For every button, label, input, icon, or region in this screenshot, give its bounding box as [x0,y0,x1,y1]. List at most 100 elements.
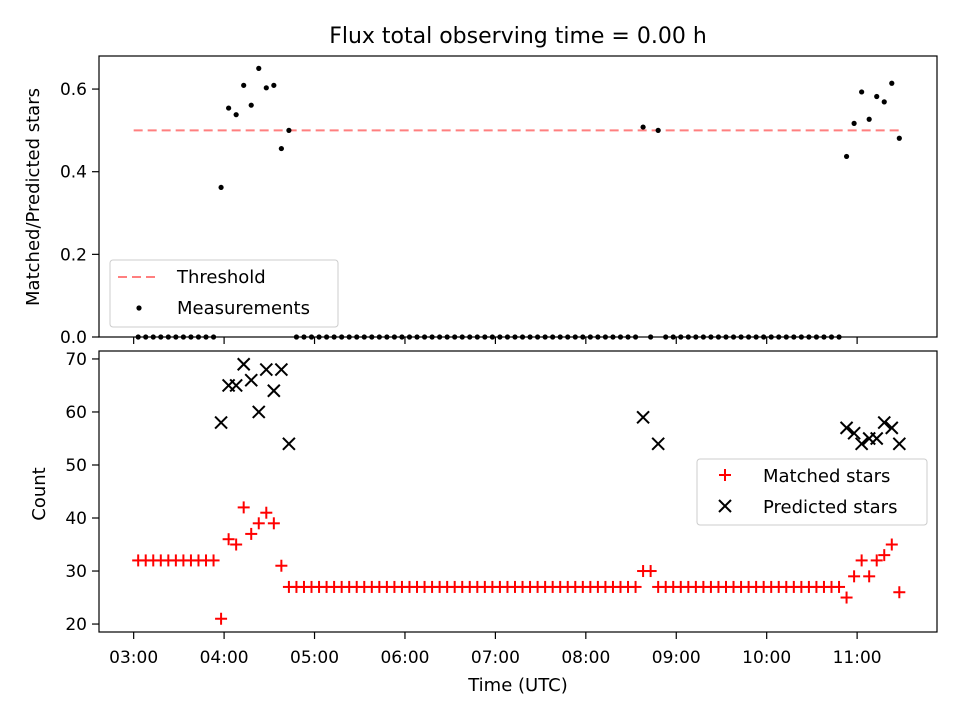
matched-star-point [215,612,228,625]
predicted-star-point [259,362,274,377]
figure-title: Flux total observing time = 0.00 h [329,24,707,49]
measurement-point [874,93,880,100]
matched-star-point [848,570,861,583]
predicted-star-point [892,437,907,451]
measurement-point [278,145,284,152]
bottom-panel: 20 30 40 50 60 70 03:00 04:00 05:00 06:00 07:00 08… [29,350,938,696]
matched-star-point [252,517,265,530]
top-y-tick-label: 0.4 [60,163,87,183]
predicted-star-point [839,421,854,435]
measurement-point [226,105,232,111]
top-y-tick-label: 0.2 [60,245,87,265]
top-y-axis-label: Matched/Predicted stars [23,88,44,306]
measurement-point [843,153,850,160]
measurement-point [256,65,262,71]
matched-star-point [260,506,273,519]
measurement-point [851,120,857,126]
matched-star-point [833,580,846,593]
top-axes-frame [98,55,938,338]
x-tick-label: 03:00 [109,648,158,668]
bottom-y-tick-label: 70 [65,350,87,370]
bottom-legend: Matched stars Predicted stars [696,458,928,526]
matched-star-point [644,565,657,578]
bottom-y-tick-label: 40 [65,509,87,529]
predicted-star-point [870,431,884,446]
x-tick-label: 06:00 [380,648,429,668]
bottom-y-tick-label: 20 [65,615,87,635]
matched-star-point [893,586,906,599]
bottom-y-ticks: 20 30 40 50 60 70 [65,350,99,635]
bottom-y-axis-label: Count [29,467,50,520]
legend-measurements-swatch [136,305,142,311]
predicted-star-point [274,362,289,377]
top-legend-box [109,259,339,328]
legend-predicted-label: Predicted stars [763,497,897,518]
bottom-axes-frame [98,350,938,633]
measurement-point [271,82,277,88]
measurement-point [655,127,661,133]
x-axis-label: Time (UTC) [467,675,568,696]
matched-star-point [222,533,235,546]
x-tick-label: 08:00 [561,648,610,668]
matched-star-point [840,591,853,604]
measurement-point [233,112,239,118]
measurement-point [866,116,872,122]
matched-star-point [863,570,876,583]
measurement-point [218,184,224,191]
predicted-star-point [282,437,296,451]
top-legend: Threshold Measurements [109,259,339,328]
top-x-ticks [133,337,858,344]
bottom-legend-box [696,458,928,526]
legend-threshold-label: Threshold [176,267,266,288]
predicted-star-point [885,421,899,435]
x-tick-label: 10:00 [742,648,791,668]
matched-star-point [878,549,891,562]
x-tick-label: 11:00 [833,648,882,668]
top-y-ticks: 0.0 0.2 0.4 0.6 [60,80,99,348]
matched-star-point [237,501,250,514]
measurement-point [241,82,247,88]
matched-star-point [855,554,868,567]
top-y-tick-label: 0.6 [60,80,87,100]
bottom-y-tick-label: 50 [65,456,87,476]
matched-star-point [230,538,243,551]
measurement-point [859,89,865,95]
bottom-y-tick-label: 30 [65,562,87,582]
predicted-star-point [252,405,266,419]
predicted-star-point [847,426,861,440]
measurement-point [640,124,646,130]
measurement-point [896,135,902,141]
predicted-star-point [236,357,251,371]
x-tick-label: 07:00 [471,648,520,668]
legend-predicted-swatch [718,499,732,513]
top-y-tick-label: 0.0 [60,328,87,348]
predicted-star-point [651,437,665,451]
measurement-point [263,85,269,91]
measurement-point [889,80,895,86]
predicted-star-point [214,415,228,430]
x-tick-label: 04:00 [200,648,249,668]
legend-matched-swatch [719,469,731,481]
matched-star-point [245,527,258,540]
matched-star-point [275,559,288,572]
matched-star-point [885,538,898,551]
predicted-star-point [877,415,891,430]
measurement-point [248,102,254,108]
predicted-star-point [636,410,650,424]
top-panel: 0.0 0.2 0.4 0.6 Matched/Predicted stars Thr… [23,55,938,348]
bottom-plot-marks [132,357,907,625]
bottom-x-ticks: 03:00 04:00 05:00 06:00 07:00 08:00 09:00 10:00… [109,632,882,668]
matched-star-point [267,517,280,530]
matched-star-point [629,580,642,593]
measurement-point [881,99,887,105]
bottom-y-tick-label: 60 [65,403,87,423]
matched-star-point [870,554,883,567]
predicted-star-point [854,437,869,451]
measurement-point [286,127,292,133]
predicted-star-point [267,384,281,398]
legend-measurements-label: Measurements [177,298,310,319]
x-tick-label: 09:00 [652,648,701,668]
matched-star-point [207,554,220,567]
x-tick-label: 05:00 [290,648,339,668]
